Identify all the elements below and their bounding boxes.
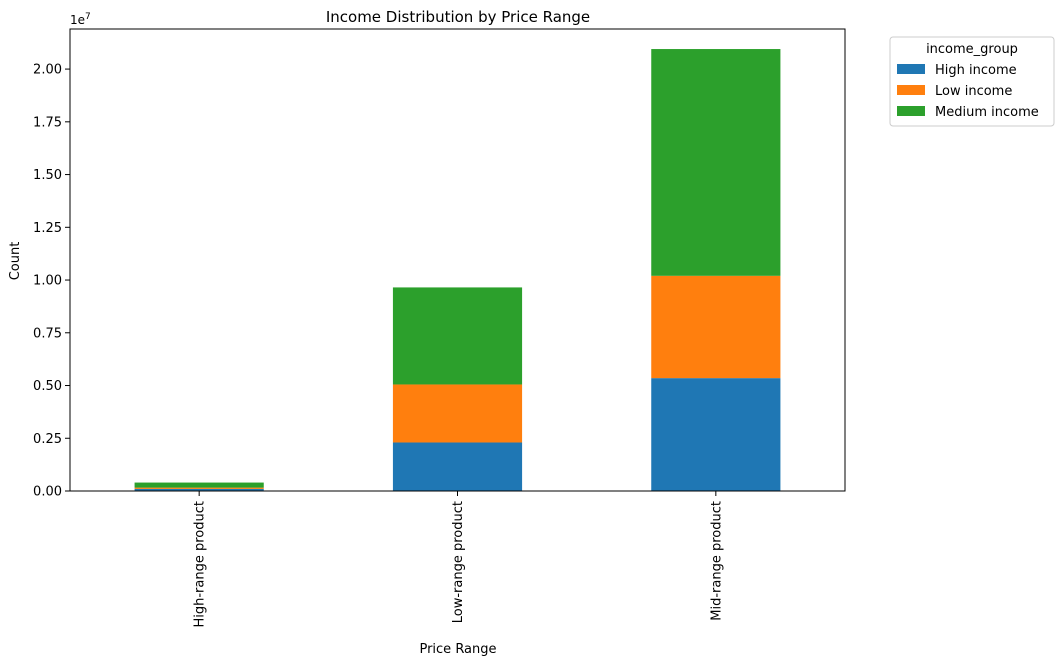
y-tick-label: 1.50 xyxy=(33,168,62,183)
bar-medium-income-2 xyxy=(651,49,781,276)
legend: income_group High income Low income Medium … xyxy=(889,36,1055,127)
y-tick-label: 2.00 xyxy=(33,63,62,78)
legend-swatch-medium-income xyxy=(897,106,925,116)
legend-box xyxy=(889,36,1055,127)
x-axis-label: Price Range xyxy=(419,642,496,657)
bar-high-income-2 xyxy=(651,378,781,491)
y-tick-label: 0.25 xyxy=(33,432,62,447)
y-tick-label: 0.75 xyxy=(33,326,62,341)
y-offset-base: 1e xyxy=(70,13,85,27)
legend-swatch-high-income xyxy=(897,64,925,74)
x-tick-label: High-range product xyxy=(193,501,208,628)
bar-low-income-2 xyxy=(651,275,781,379)
bar-low-income-1 xyxy=(392,384,523,443)
y-tick-label: 1.75 xyxy=(33,115,62,130)
bar-high-income-1 xyxy=(392,442,523,491)
chart-title: Income Distribution by Price Range xyxy=(326,8,590,26)
legend-label-high-income: High income xyxy=(935,63,1017,78)
bars-layer xyxy=(134,49,781,491)
y-axis-label: Count xyxy=(8,242,23,281)
axes-layer: High-range product Low-range product Mid-r… xyxy=(33,28,846,628)
x-tick-label: Low-range product xyxy=(451,501,466,623)
y-tick-label: 0.00 xyxy=(33,485,62,500)
bar-low-income-0 xyxy=(134,487,264,489)
y-tick-label: 1.00 xyxy=(33,274,62,289)
legend-label-medium-income: Medium income xyxy=(935,105,1039,120)
plot-frame xyxy=(69,28,846,492)
bar-medium-income-1 xyxy=(392,287,523,385)
y-offset-label: 1e7 xyxy=(70,12,91,27)
y-offset-exponent: 7 xyxy=(85,12,91,22)
bar-high-income-0 xyxy=(134,488,264,491)
legend-title: income_group xyxy=(926,42,1018,57)
bar-medium-income-0 xyxy=(134,482,264,488)
y-tick-label: 1.25 xyxy=(33,221,62,236)
legend-swatch-low-income xyxy=(897,85,925,95)
x-tick-label: Mid-range product xyxy=(709,501,724,621)
y-tick-label: 0.50 xyxy=(33,379,62,394)
legend-label-low-income: Low income xyxy=(935,84,1012,99)
